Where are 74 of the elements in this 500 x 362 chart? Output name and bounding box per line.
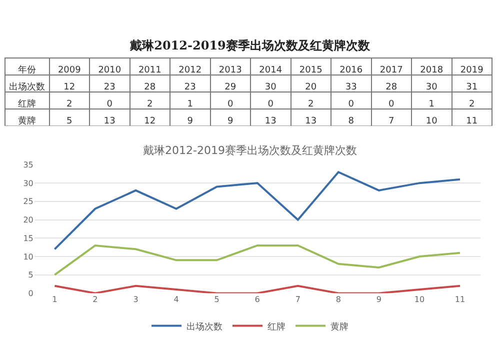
y-tick-label: 10: [23, 252, 34, 262]
legend-label: 红牌: [268, 321, 286, 332]
y-tick-label: 0: [28, 289, 34, 298]
y-tick-label: 30: [23, 178, 34, 188]
data-label: 9: [187, 116, 194, 127]
y-tick-label: 20: [23, 216, 34, 225]
text: 2012: [178, 66, 202, 76]
chart-title: 戴琳2012-2019赛季出场次数及红黄牌次数: [130, 38, 370, 52]
x-tick-label: 10: [414, 295, 425, 304]
data-label: 0: [348, 100, 354, 110]
legend-label: 黄牌: [330, 321, 348, 332]
text: 红牌: [18, 100, 36, 110]
data-label: 2: [469, 100, 475, 110]
data-label: 12: [144, 116, 156, 127]
x-tick-label: 3: [133, 295, 138, 304]
x-tick-label: 6: [254, 295, 260, 304]
data-label: 10: [426, 116, 438, 127]
text: 2013: [218, 66, 242, 76]
text: 2009: [58, 66, 82, 76]
text: 2018: [420, 66, 444, 76]
data-label: 28: [144, 82, 156, 93]
text: 出场次数: [9, 82, 46, 93]
data-label: 5: [66, 116, 72, 127]
data-label: 0: [268, 100, 274, 110]
text: 2016: [340, 66, 363, 76]
data-label: 33: [345, 82, 357, 93]
data-label: 8: [348, 116, 354, 127]
line-series: [54, 244, 462, 276]
data-label: 30: [264, 82, 277, 93]
legend-label: 出场次数: [186, 321, 222, 332]
x-tick-label: 9: [376, 295, 382, 304]
data-label: 23: [184, 82, 196, 93]
text: 2011: [138, 66, 162, 76]
y-tick-label: 15: [23, 234, 34, 243]
data-label: 2: [147, 100, 153, 110]
data-label: 13: [104, 116, 116, 127]
data-label: 9: [228, 116, 234, 127]
data-label: 0: [228, 100, 234, 110]
data-label: 13: [264, 116, 276, 127]
text: 年份: [18, 64, 36, 76]
chart-title: 戴琳2012-2019赛季出场次数及红黄牌次数: [143, 144, 357, 157]
text: 2017: [380, 66, 403, 76]
data-label: 20: [305, 82, 317, 93]
text: 2010: [98, 66, 122, 76]
y-tick-label: 25: [23, 197, 34, 206]
y-tick-label: 5: [28, 270, 34, 280]
data-label: 31: [466, 82, 478, 93]
x-tick-label: 11: [454, 295, 466, 304]
text: 2015: [299, 66, 322, 76]
x-tick-label: 5: [214, 295, 220, 304]
text: 黄牌: [18, 116, 36, 127]
data-label: 28: [386, 82, 398, 93]
text: 2014: [259, 66, 282, 76]
data-label: 2: [308, 100, 314, 110]
data-label: 7: [388, 116, 394, 127]
data-label: 29: [224, 82, 236, 93]
data-label: 0: [388, 100, 395, 110]
data-label: 0: [106, 100, 113, 110]
data-label: 30: [426, 82, 438, 93]
data-label: 12: [64, 82, 76, 93]
x-tick-label: 2: [92, 295, 98, 304]
text: 2019: [460, 66, 484, 76]
x-tick-label: 1: [52, 295, 58, 304]
line-series: [54, 171, 462, 250]
data-label: 11: [466, 116, 478, 127]
y-tick-label: 35: [23, 160, 34, 170]
x-tick-label: 8: [336, 295, 341, 304]
data-label: 23: [104, 82, 116, 93]
data-label: 1: [187, 100, 194, 110]
data-label: 2: [66, 100, 72, 110]
data-label: 1: [428, 100, 434, 110]
x-tick-label: 4: [174, 295, 179, 304]
data-label: 13: [305, 116, 317, 127]
x-tick-label: 7: [295, 295, 300, 304]
